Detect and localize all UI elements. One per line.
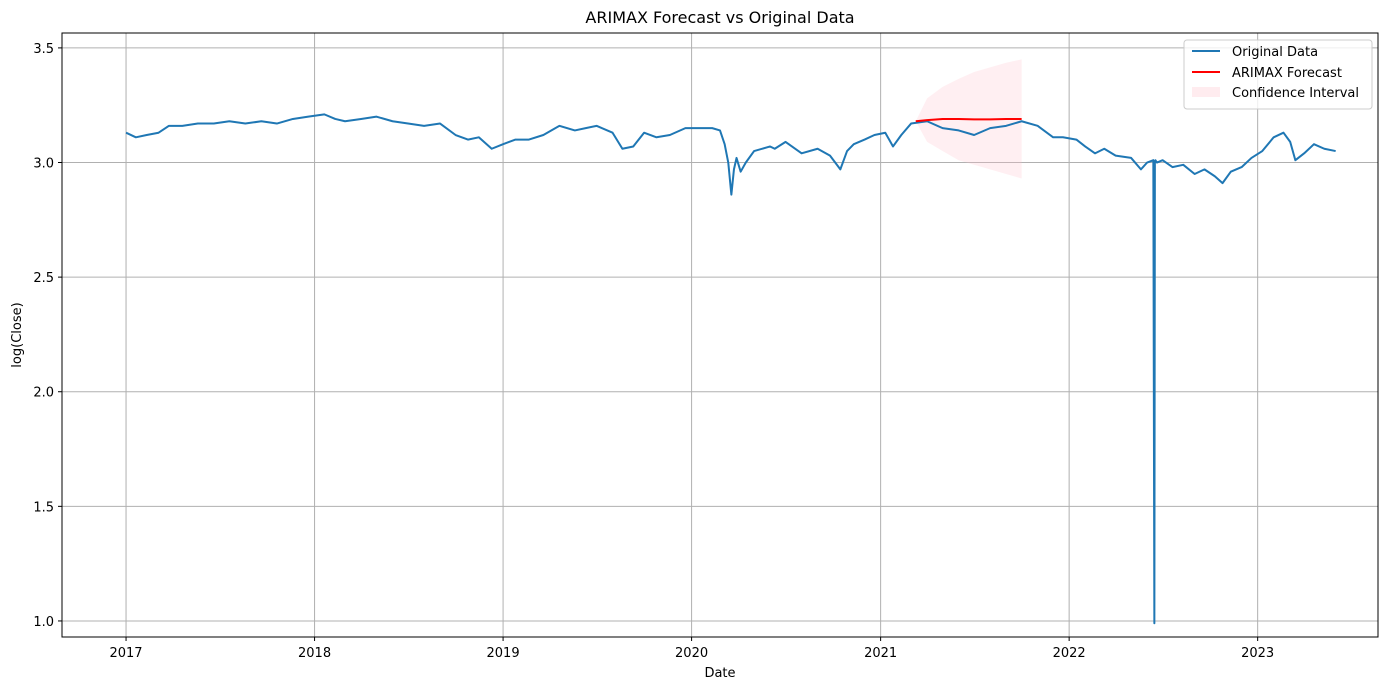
grid-layer [62, 33, 1378, 637]
y-tick-label: 2.0 [33, 386, 54, 401]
series-layer [125, 113, 1336, 625]
x-tick-label: 2022 [1053, 646, 1086, 661]
series-line-arimax-forecast [915, 117, 1022, 123]
x-tick-label: 2023 [1241, 646, 1274, 661]
x-axis-ticks: 2017 2018 2019 2020 2021 2022 2023 [109, 637, 1274, 661]
legend-label-confidence: Confidence Interval [1232, 86, 1359, 101]
x-tick-label: 2021 [864, 646, 897, 661]
legend: Original Data ARIMAX Forecast Confidence… [1183, 39, 1373, 110]
y-tick-label: 1.5 [33, 500, 54, 515]
legend-label-forecast: ARIMAX Forecast [1232, 66, 1342, 81]
x-tick-label: 2020 [675, 646, 708, 661]
y-tick-label: 1.0 [33, 615, 54, 630]
legend-box [1183, 39, 1373, 110]
chart-title: ARIMAX Forecast vs Original Data [585, 8, 854, 27]
y-tick-label: 2.5 [33, 271, 54, 286]
legend-swatch-confidence [1192, 87, 1220, 97]
x-axis-label: Date [704, 666, 735, 681]
series-line-original-data [125, 113, 1336, 625]
plot-area-frame [61, 32, 1379, 638]
x-tick-label: 2017 [109, 646, 142, 661]
y-axis-ticks: 1.0 1.5 2.0 2.5 3.0 3.5 [33, 42, 62, 630]
y-tick-label: 3.5 [33, 42, 54, 57]
legend-label-original: Original Data [1232, 45, 1318, 60]
y-tick-label: 3.0 [33, 157, 54, 172]
x-tick-label: 2019 [487, 646, 520, 661]
y-axis-label: log(Close) [10, 302, 25, 367]
x-tick-label: 2018 [298, 646, 331, 661]
